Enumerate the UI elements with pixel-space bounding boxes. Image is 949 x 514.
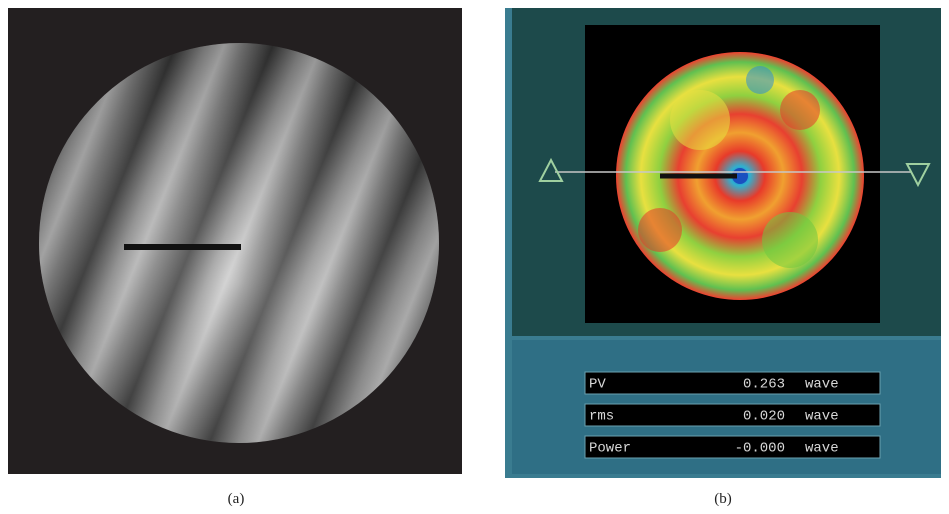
readout-rms: rms 0.020 wave: [585, 404, 880, 426]
readout-value: 0.020: [743, 409, 785, 425]
figure: (a) PV 0.263 wave rms 0.020 w: [0, 0, 949, 514]
readout-unit: wave: [805, 441, 839, 457]
readout-name: rms: [589, 409, 614, 425]
panel-a: (a): [8, 8, 462, 507]
interferogram-shade: [39, 43, 439, 443]
readout-value: 0.263: [743, 377, 785, 393]
readout-name: Power: [589, 441, 631, 457]
readout-power: Power -0.000 wave: [585, 436, 880, 458]
readout-pv: PV 0.263 wave: [585, 372, 880, 394]
readout-name: PV: [589, 377, 606, 393]
panel-label: (a): [228, 491, 245, 507]
readout-unit: wave: [805, 377, 839, 393]
panel-label: (b): [714, 491, 732, 507]
panel-b: PV 0.263 wave rms 0.020 wave Power -0.00…: [505, 8, 941, 507]
readout-unit: wave: [805, 409, 839, 425]
readout-value: -0.000: [735, 441, 785, 457]
